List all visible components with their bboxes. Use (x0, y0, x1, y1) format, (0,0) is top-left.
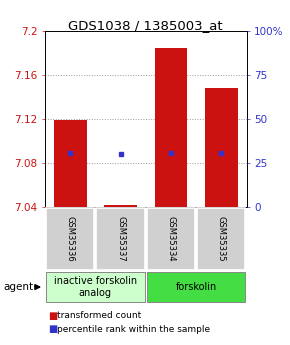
Bar (46, 208, 94, 269)
Text: GSM35334: GSM35334 (166, 216, 175, 262)
Text: ■: ■ (48, 325, 57, 334)
Text: transformed count: transformed count (57, 311, 141, 320)
Bar (104, 205, 137, 207)
Bar (155, 48, 187, 207)
Bar (147, 208, 195, 269)
Bar (46, 273, 145, 302)
Text: ■: ■ (48, 311, 57, 321)
Bar (205, 88, 238, 207)
Text: GSM35336: GSM35336 (66, 216, 75, 262)
Text: GSM35337: GSM35337 (116, 216, 125, 262)
Text: forskolin: forskolin (175, 282, 217, 292)
Bar (54, 120, 86, 207)
Text: GDS1038 / 1385003_at: GDS1038 / 1385003_at (68, 19, 222, 32)
Bar (147, 273, 246, 302)
Bar (197, 208, 246, 269)
Text: inactive forskolin
analog: inactive forskolin analog (54, 276, 137, 298)
Text: agent: agent (3, 282, 33, 292)
Text: GSM35335: GSM35335 (217, 216, 226, 262)
Text: percentile rank within the sample: percentile rank within the sample (57, 325, 210, 334)
Bar (96, 208, 145, 269)
